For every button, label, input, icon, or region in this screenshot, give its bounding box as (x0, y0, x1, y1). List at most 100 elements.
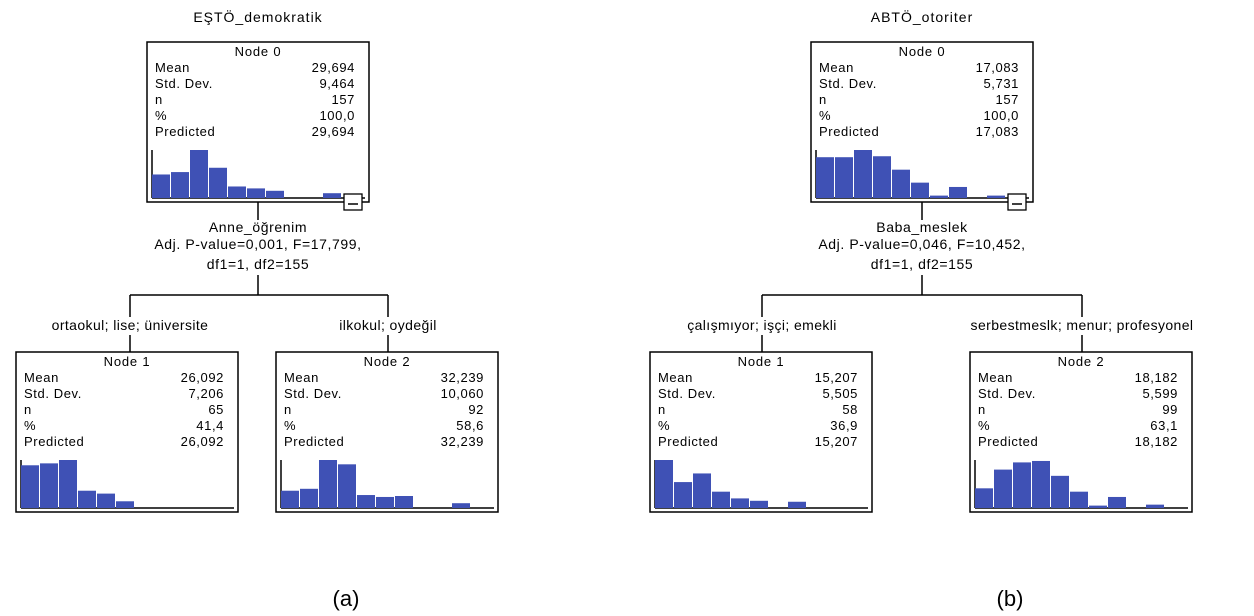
branch-label: çalışmıyor; işçi; emekli (687, 317, 837, 333)
histogram-bar (873, 156, 891, 198)
stat-label: % (155, 108, 167, 123)
split-variable: Baba_meslek (876, 219, 968, 235)
histogram-bar (816, 157, 834, 198)
histogram-bar (281, 490, 299, 508)
histogram-bar (911, 182, 929, 198)
stat-label: % (284, 418, 296, 433)
histogram-bar (59, 460, 77, 508)
histogram-bar (319, 460, 337, 508)
histogram-bar (190, 150, 208, 198)
stat-label: n (658, 402, 666, 417)
stat-value: 26,092 (181, 370, 224, 385)
stat-value: 99 (1162, 402, 1178, 417)
stat-label: Predicted (819, 124, 879, 139)
root-node-label: Node 0 (235, 44, 282, 59)
histogram-bar (712, 491, 730, 508)
stat-label: Std. Dev. (819, 76, 877, 91)
stat-value: 15,207 (815, 434, 858, 449)
stat-label: Std. Dev. (24, 386, 82, 401)
stat-label: % (658, 418, 670, 433)
stat-value: 36,9 (830, 418, 858, 433)
root-node-box[interactable] (810, 41, 1034, 203)
stat-label: n (24, 402, 32, 417)
histogram-bar (949, 186, 967, 198)
stat-label: Std. Dev. (658, 386, 716, 401)
histogram-bar (1032, 460, 1050, 508)
histogram-bar (835, 157, 853, 198)
stat-value: 157 (332, 92, 356, 107)
histogram-bar (854, 150, 872, 198)
stat-label: Predicted (24, 434, 84, 449)
histogram-bar (1089, 505, 1107, 508)
stat-value: 32,239 (441, 434, 484, 449)
histogram-bar (338, 464, 356, 508)
child-node-1-label: Node 1 (738, 354, 785, 369)
minus-box-icon[interactable] (343, 193, 363, 211)
histogram-bar (1146, 504, 1164, 508)
stat-value: 58,6 (456, 418, 484, 433)
histogram-bar (1108, 496, 1126, 508)
tree-title: EŞTÖ_demokratik (193, 8, 322, 25)
root-node-label: Node 0 (899, 44, 946, 59)
stat-label: % (819, 108, 831, 123)
stat-value: 157 (996, 92, 1020, 107)
child-node-2-label: Node 2 (364, 354, 411, 369)
stat-value: 5,505 (822, 386, 858, 401)
histogram-bar (376, 496, 394, 508)
histogram-bar (323, 193, 341, 198)
stat-label: Std. Dev. (284, 386, 342, 401)
stat-label: Mean (284, 370, 319, 385)
stat-label: Mean (24, 370, 59, 385)
stat-label: n (978, 402, 986, 417)
stat-label: Predicted (284, 434, 344, 449)
histogram-bar (892, 169, 910, 198)
histogram-bar (209, 167, 227, 198)
child-node-2-box[interactable] (275, 351, 499, 513)
branch-label: serbestmeslk; menur; profesyonel (971, 317, 1194, 333)
stat-value: 92 (468, 402, 484, 417)
histogram-bar (300, 488, 318, 508)
stat-label: n (819, 92, 827, 107)
stat-label: Predicted (658, 434, 718, 449)
split-statistics: Adj. P-value=0,046, F=10,452, (818, 236, 1025, 252)
histogram-bar (930, 195, 948, 198)
stat-label: Predicted (155, 124, 215, 139)
histogram-bar (152, 174, 170, 198)
histogram-bar (247, 188, 265, 198)
split-variable: Anne_öğrenim (209, 219, 307, 235)
stat-label: Mean (658, 370, 693, 385)
histogram-bar (731, 498, 749, 508)
stat-value: 15,207 (815, 370, 858, 385)
caption-b: (b) (997, 586, 1024, 611)
histogram-bar (750, 500, 768, 508)
histogram-bar (674, 482, 692, 508)
stat-label: % (24, 418, 36, 433)
tree-title: ABTÖ_otoriter (871, 8, 973, 25)
histogram-bar (994, 469, 1012, 508)
stat-label: Mean (819, 60, 854, 75)
stat-value: 17,083 (976, 60, 1019, 75)
split-statistics: Adj. P-value=0,001, F=17,799, (154, 236, 361, 252)
histogram-bar (228, 186, 246, 198)
stat-value: 17,083 (976, 124, 1019, 139)
stat-label: Mean (978, 370, 1013, 385)
stat-value: 5,731 (983, 76, 1019, 91)
stat-value: 41,4 (196, 418, 224, 433)
histogram-bar (987, 195, 1005, 198)
histogram-bar (452, 503, 470, 508)
stat-value: 63,1 (1150, 418, 1178, 433)
histogram-bar (655, 460, 673, 508)
histogram-bar (1051, 475, 1069, 508)
histogram-bar (78, 490, 96, 508)
stat-value: 10,060 (441, 386, 484, 401)
histogram-bar (693, 473, 711, 508)
stat-value: 26,092 (181, 434, 224, 449)
histogram-bar (1013, 462, 1031, 508)
stat-label: n (155, 92, 163, 107)
minus-box-icon[interactable] (1007, 193, 1027, 211)
branch-label: ortaokul; lise; üniversite (52, 317, 209, 333)
split-degrees-of-freedom: df1=1, df2=155 (871, 256, 974, 272)
histogram-bar (171, 172, 189, 198)
histogram-bar (788, 501, 806, 508)
